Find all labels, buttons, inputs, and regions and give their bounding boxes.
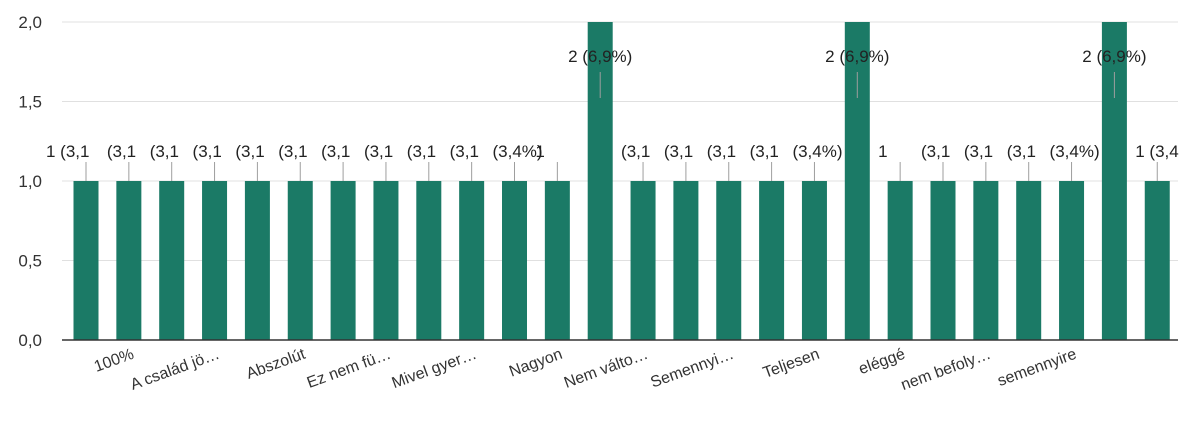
data-label: (3,1	[321, 142, 350, 161]
data-label: 2 (6,9%)	[1082, 47, 1146, 66]
data-label: (3,1	[750, 142, 779, 161]
data-label: (3,1	[235, 142, 264, 161]
category-label: Ez nem fü…	[305, 346, 394, 392]
category-label: nem befoly…	[899, 346, 993, 394]
y-tick-label: 1,0	[18, 172, 42, 191]
bar	[1016, 181, 1042, 340]
data-label: (3,1	[407, 142, 436, 161]
data-label: (3,1	[450, 142, 479, 161]
data-label: (3,4%)	[493, 142, 543, 161]
bar	[287, 181, 313, 340]
bar	[930, 181, 956, 340]
data-label: (3,1	[107, 142, 136, 161]
data-label: 1 (3,4	[1135, 142, 1178, 161]
bar	[73, 181, 99, 340]
data-label: 1 (3,1	[46, 142, 89, 161]
bar	[587, 22, 613, 340]
bar	[1101, 22, 1127, 340]
y-tick-label: 1,5	[18, 93, 42, 112]
category-label: A család jö…	[128, 346, 222, 394]
data-label: (3,1	[193, 142, 222, 161]
data-label: (3,4%)	[792, 142, 842, 161]
bar	[801, 181, 827, 340]
bar	[459, 181, 485, 340]
category-label: eléggé	[857, 346, 908, 378]
y-axis: 0,0 0,5 1,0 1,5 2,0	[18, 13, 42, 350]
bar	[1144, 181, 1170, 340]
data-label: 1	[535, 142, 544, 161]
bar	[716, 181, 742, 340]
bar	[159, 181, 185, 340]
bar	[544, 181, 570, 340]
data-label: (3,1	[150, 142, 179, 161]
category-label: Nagyon	[507, 346, 565, 381]
category-label: Teljesen	[761, 346, 822, 382]
category-label: 100%	[92, 346, 136, 376]
data-label: 2 (6,9%)	[825, 47, 889, 66]
bar	[202, 181, 228, 340]
bar	[673, 181, 699, 340]
data-label: (3,1	[921, 142, 950, 161]
category-label: Abszolút	[244, 346, 308, 383]
bar	[116, 181, 142, 340]
y-tick-label: 2,0	[18, 13, 42, 32]
bar	[244, 181, 270, 340]
bar	[502, 181, 527, 340]
bar	[844, 22, 870, 340]
data-label: (3,1	[621, 142, 650, 161]
data-label: 1	[878, 142, 887, 161]
data-label: (3,1	[707, 142, 736, 161]
bar	[373, 181, 399, 340]
bar	[973, 181, 999, 340]
bar	[330, 181, 356, 340]
data-label: (3,1	[964, 142, 993, 161]
data-labels: 1 (3,1 (3,1 (3,1 (3,1 (3,1 (3,1 (3,1 (3,1 (3,1 (3…	[46, 47, 1179, 181]
data-label: (3,1	[278, 142, 307, 161]
category-label: Nem válto…	[562, 346, 651, 392]
category-label: Semennyi…	[648, 346, 736, 392]
bar	[887, 181, 913, 340]
data-label: (3,1	[364, 142, 393, 161]
bars	[73, 22, 1170, 340]
bar	[630, 181, 656, 340]
y-tick-label: 0,0	[18, 331, 42, 350]
bar	[1059, 181, 1085, 340]
data-label: (3,1	[664, 142, 693, 161]
bar	[416, 181, 442, 340]
bar	[759, 181, 785, 340]
category-label: semennyire	[995, 346, 1079, 390]
data-label: (3,1	[1007, 142, 1036, 161]
y-tick-label: 0,5	[18, 252, 42, 271]
category-label: Mivel gyer…	[390, 346, 479, 392]
data-label: 2 (6,9%)	[568, 47, 632, 66]
data-label: (3,4%)	[1050, 142, 1100, 161]
